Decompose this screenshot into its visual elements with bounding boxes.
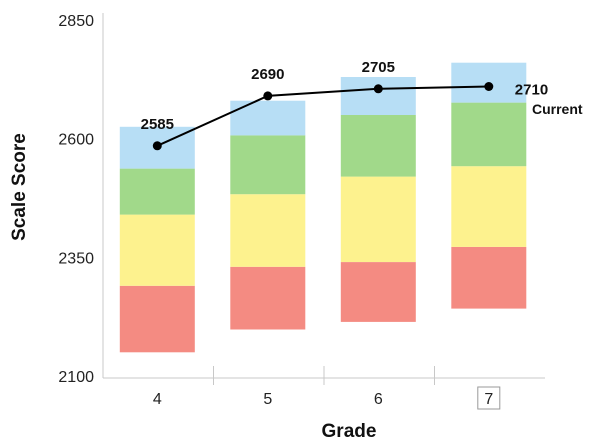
- grade-4-band-level-1: [119, 285, 195, 353]
- grade-5-bar: [230, 100, 306, 330]
- grade-4-band-level-3: [119, 168, 195, 215]
- score-point: [152, 141, 162, 151]
- grade-6-band-level-1: [340, 262, 416, 322]
- grade-5-band-level-3: [230, 135, 306, 195]
- score-value-label: 2585: [141, 116, 174, 133]
- score-value-label: 2710: [515, 82, 548, 99]
- current-score-line: [152, 82, 494, 151]
- grade-6-band-level-4: [340, 77, 416, 115]
- grade-6-band-level-3: [340, 114, 416, 177]
- selected-grade-box: [477, 386, 501, 410]
- grade-7-band-level-2: [451, 166, 527, 247]
- score-trend-line: [156, 85, 489, 147]
- grade-7-bar: [451, 62, 527, 309]
- y-tick-label: 2350: [58, 250, 94, 267]
- y-tick-label: 2850: [58, 13, 94, 30]
- grade-6-bar: [340, 77, 416, 322]
- x-tick-label: 6: [374, 391, 383, 408]
- grade-7-band-level-3: [451, 102, 527, 167]
- y-tick-labels: 2100 2350 2600 2850: [58, 13, 94, 386]
- y-tick-label: 2600: [58, 132, 94, 149]
- x-tick-label: 4: [153, 391, 162, 408]
- score-point: [263, 91, 273, 101]
- y-axis-title: Scale Score: [9, 133, 30, 241]
- grade-7-band-level-1: [451, 246, 527, 309]
- grade-6-band-level-2: [340, 176, 416, 262]
- x-axis-title: Grade: [322, 421, 377, 441]
- score-value-label: 2690: [251, 66, 284, 83]
- score-point: [373, 84, 383, 94]
- current-annotation: Current: [532, 101, 583, 117]
- grade-4-band-level-2: [119, 214, 195, 286]
- grade-4-bar: [119, 126, 195, 353]
- value-labels: 2585 2690 2705 2710: [141, 59, 549, 133]
- grade-5-band-level-1: [230, 266, 306, 330]
- score-value-label: 2705: [362, 59, 395, 76]
- score-bands: [119, 62, 527, 353]
- x-tick-labels: 4 5 6 7: [153, 366, 501, 410]
- grade-5-band-level-2: [230, 194, 306, 267]
- x-tick-label: 7: [484, 391, 493, 408]
- grade-5-band-level-4: [230, 100, 306, 136]
- score-point: [484, 82, 494, 91]
- y-tick-label: 2100: [58, 369, 94, 386]
- x-tick-label: 5: [263, 391, 272, 408]
